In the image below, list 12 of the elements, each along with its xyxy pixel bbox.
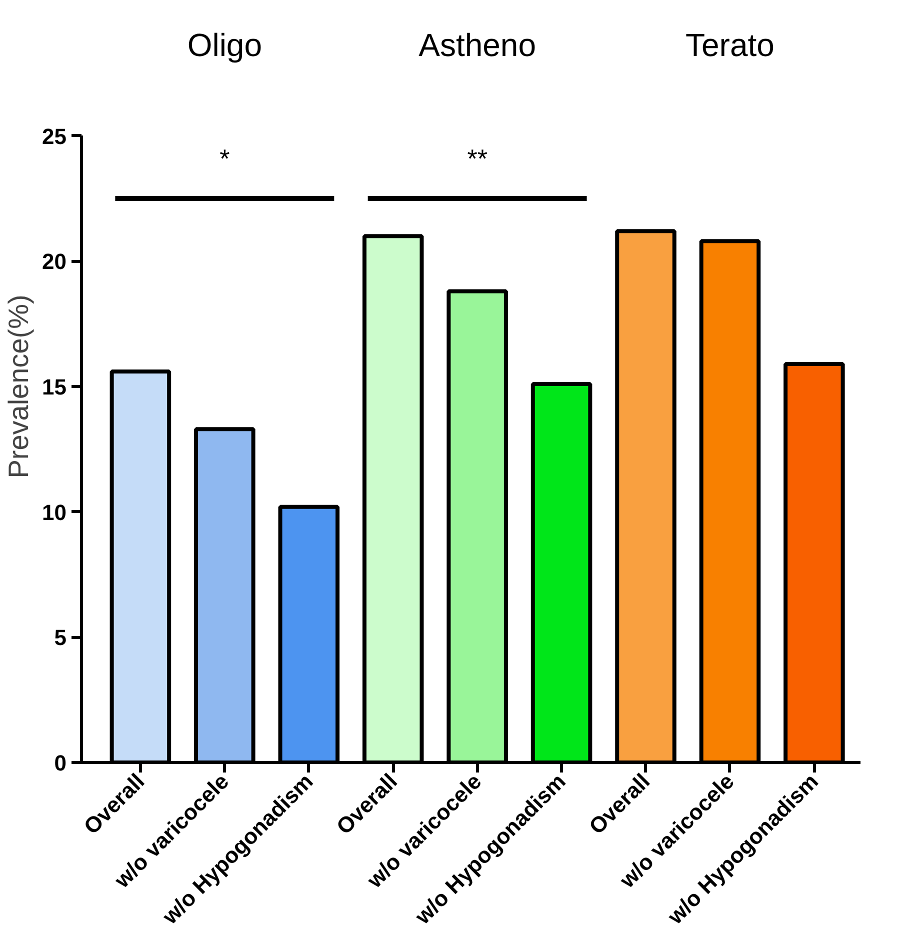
y-tick-label: 15 <box>42 374 67 400</box>
text: Terato <box>685 26 774 63</box>
y-tick-label: 10 <box>42 500 67 525</box>
y-tick-label: 20 <box>42 249 67 274</box>
y-tick-label: 0 <box>54 750 67 776</box>
y-axis-title: Prevalence(%) <box>3 294 34 478</box>
y-tick-label: 25 <box>42 124 67 149</box>
text: Astheno <box>418 26 536 63</box>
annotation: ** <box>467 143 488 174</box>
y-tick-label: 5 <box>54 625 67 650</box>
text: Oligo <box>187 26 262 63</box>
annotation: * <box>220 143 230 174</box>
